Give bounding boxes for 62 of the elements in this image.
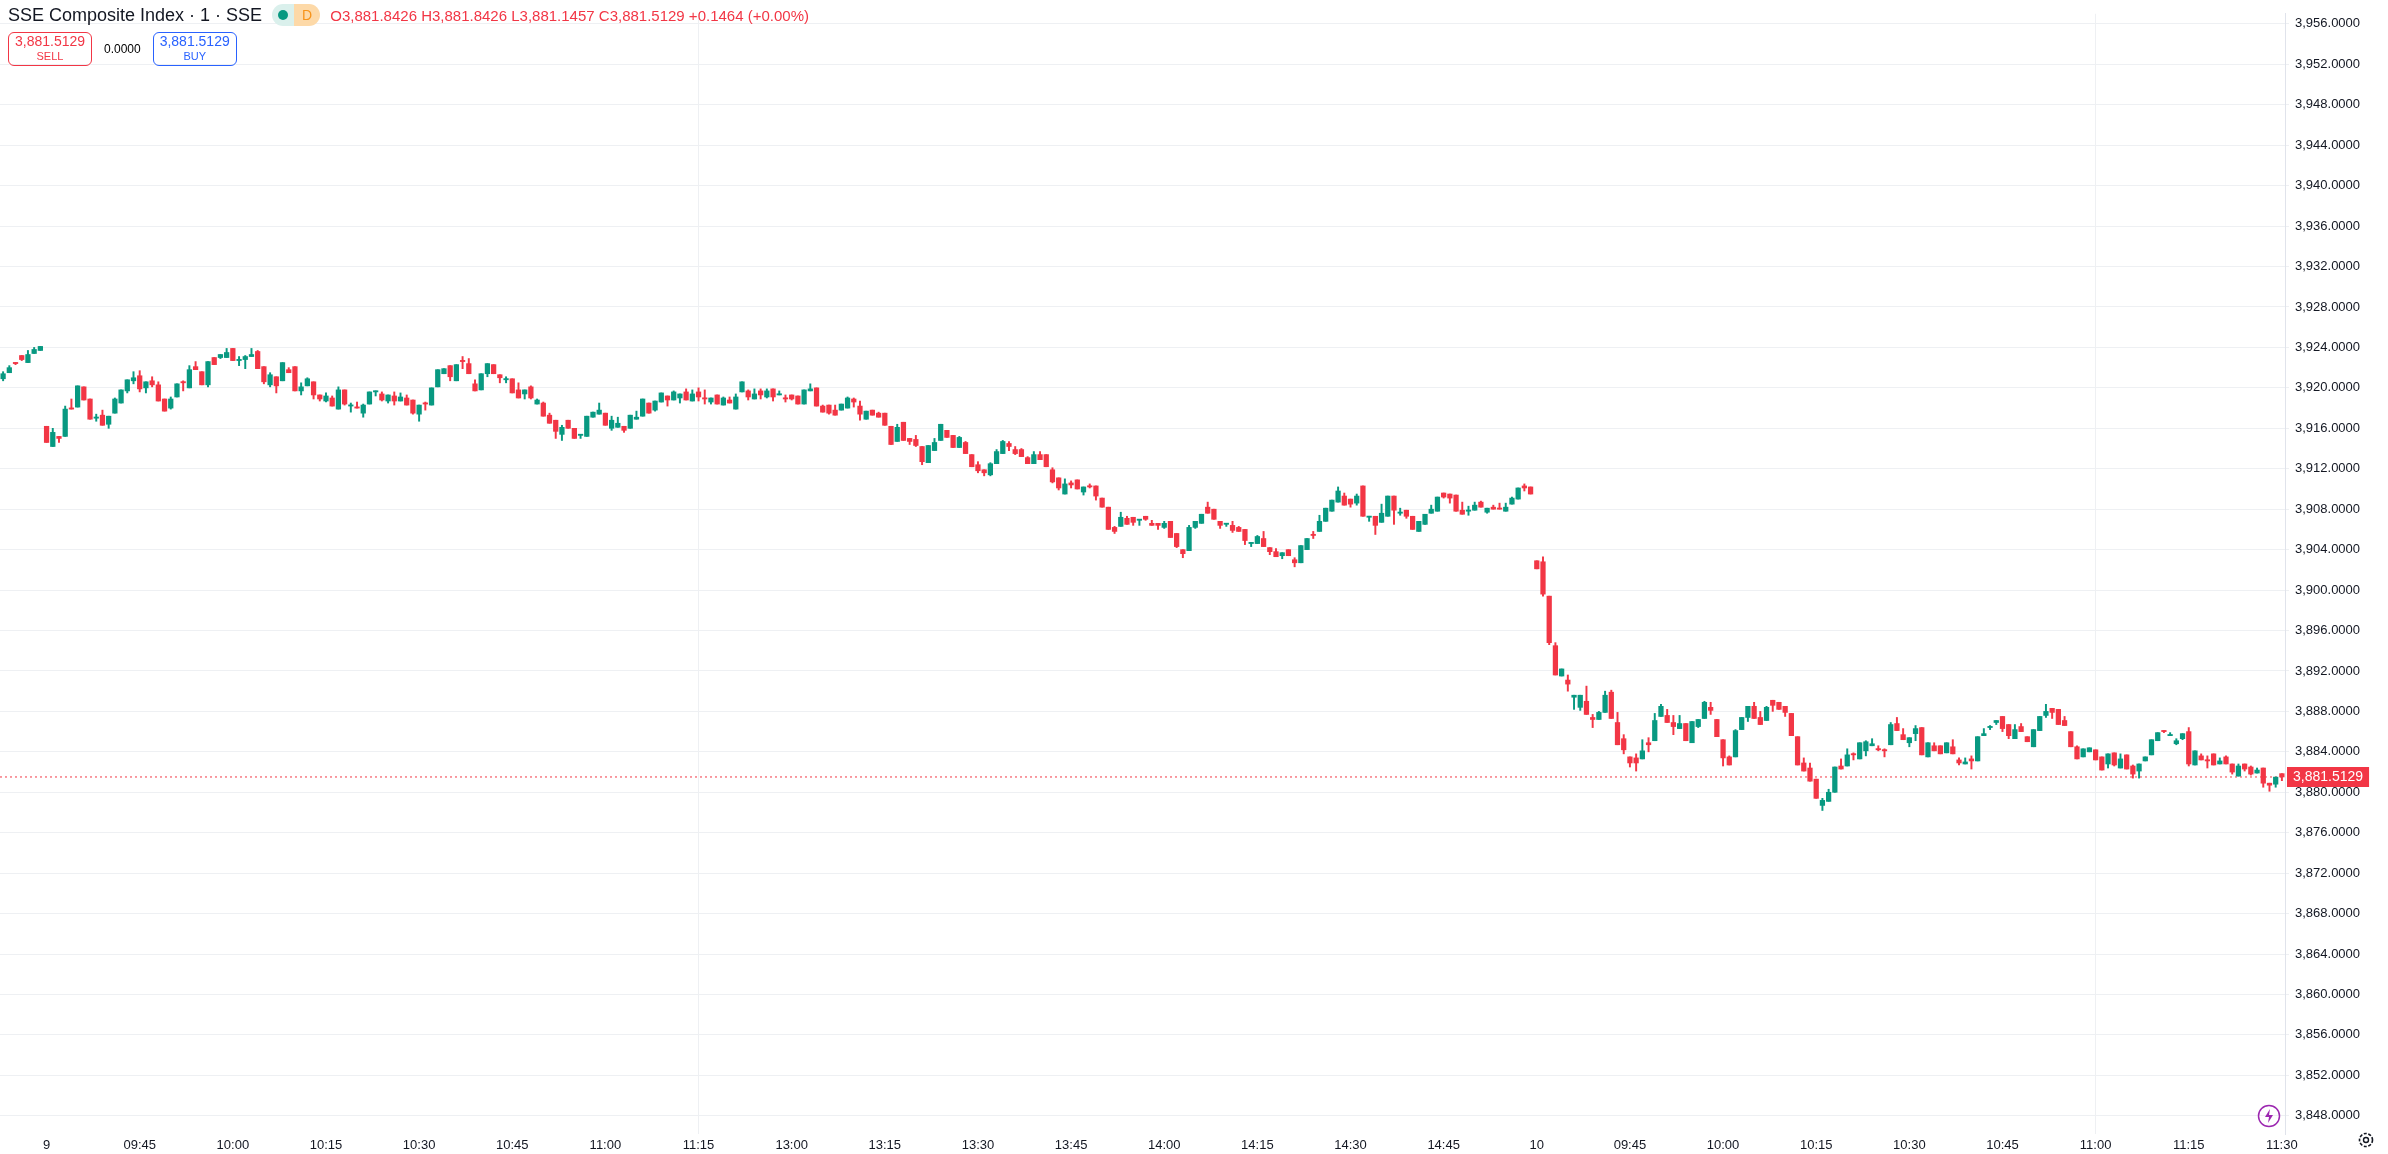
y-tick-label: 3,932.0000 (2295, 258, 2361, 274)
annotation: 0.0000 (104, 42, 141, 56)
x-tick-label: 9 (42, 1137, 51, 1153)
y-tick-label: 3,920.0000 (2295, 379, 2361, 395)
x-tick-label: 13:45 (1054, 1137, 1088, 1153)
y-tick-label: 3,860.0000 (2295, 986, 2361, 1002)
y-tick-label: 3,924.0000 (2295, 339, 2361, 355)
annotation: O3,881.8426 H3,881.8426 L3,881.1457 C3,881.5129 +0.1464 (+0.00%) (330, 6, 809, 24)
x-tick-label: 10:00 (1706, 1137, 1740, 1153)
y-tick-label: 3,872.0000 (2295, 864, 2361, 880)
chart-title: SSE Composite Index · 1 · SSE (8, 4, 263, 26)
y-tick-label: 3,852.0000 (2295, 1066, 2361, 1082)
y-tick-label: 3,948.0000 (2295, 96, 2361, 112)
y-tick-label: 3,936.0000 (2295, 217, 2361, 233)
ref-line-label: 3,881.5129 (2293, 767, 2364, 784)
x-tick-label: 10:00 (216, 1137, 250, 1153)
y-tick-label: 3,880.0000 (2295, 783, 2361, 799)
x-tick-label: 14:00 (1147, 1137, 1181, 1153)
y-tick-label: 3,896.0000 (2295, 622, 2361, 638)
x-tick-label: 10:15 (1799, 1137, 1833, 1153)
x-tick-label: 11:00 (2079, 1137, 2112, 1153)
x-tick-label: 13:00 (775, 1137, 808, 1153)
x-tick-label: 10:45 (1986, 1137, 2019, 1153)
x-tick-label: 11:15 (2172, 1137, 2205, 1153)
annotation: D (294, 4, 321, 26)
x-tick-label: 14:45 (1427, 1137, 1460, 1153)
x-tick-label: 10:45 (495, 1137, 529, 1153)
y-tick-label: 3,876.0000 (2295, 824, 2361, 840)
x-tick-label: 14:30 (1334, 1137, 1367, 1153)
x-tick-label: 09:45 (1613, 1137, 1647, 1153)
y-tick-label: 3,928.0000 (2295, 298, 2361, 314)
x-tick-label: 10:30 (402, 1137, 436, 1153)
annotation: 3,881.5129 (159, 33, 230, 49)
y-tick-label: 3,888.0000 (2295, 702, 2361, 718)
y-tick-label: 3,884.0000 (2295, 743, 2361, 759)
x-tick-label: 11:00 (589, 1137, 622, 1153)
x-tick-label: 10:30 (1893, 1137, 1926, 1153)
x-tick-label: 11:15 (682, 1137, 715, 1153)
y-tick-label: 3,908.0000 (2295, 500, 2361, 516)
y-tick-label: 3,900.0000 (2295, 581, 2361, 597)
x-tick-label: 10 (1529, 1137, 1545, 1153)
y-tick-label: 3,848.0000 (2295, 1107, 2361, 1123)
x-tick-label: 09:45 (123, 1137, 156, 1153)
y-tick-label: 3,944.0000 (2295, 136, 2361, 152)
x-tick-label: 13:30 (961, 1137, 995, 1153)
y-tick-label: 3,952.0000 (2295, 55, 2361, 71)
x-tick-label: 10:15 (309, 1137, 343, 1153)
y-tick-label: 3,856.0000 (2295, 1026, 2361, 1042)
x-tick-label: 13:15 (868, 1137, 902, 1153)
y-tick-label: 3,904.0000 (2295, 541, 2361, 557)
y-tick-label: 3,956.0000 (2295, 15, 2361, 31)
annotation: SELL (36, 49, 64, 64)
annotation: 3,881.5129 (14, 33, 86, 49)
annotation: BUY (183, 49, 207, 64)
y-tick-label: 3,892.0000 (2295, 662, 2361, 678)
y-tick-label: 3,940.0000 (2295, 177, 2361, 193)
y-tick-label: 3,864.0000 (2295, 945, 2361, 961)
x-tick-label: 11:30 (2266, 1137, 2298, 1153)
x-tick-label: 14:15 (1241, 1137, 1274, 1153)
y-tick-label: 3,868.0000 (2295, 905, 2361, 921)
y-tick-label: 3,916.0000 (2295, 419, 2361, 435)
y-tick-label: 3,912.0000 (2295, 460, 2361, 476)
